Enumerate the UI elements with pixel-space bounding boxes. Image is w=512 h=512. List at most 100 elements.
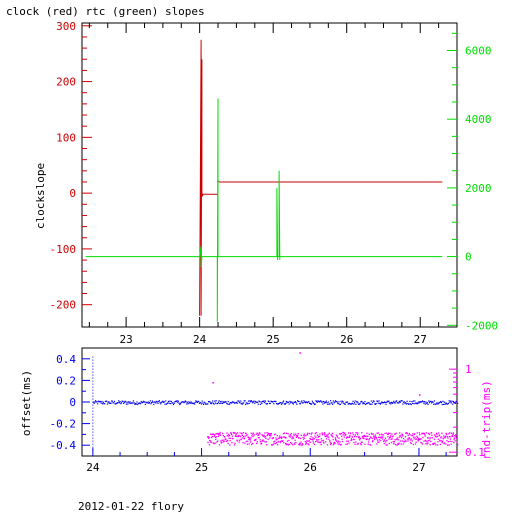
bottom-left-tick-label: 0.2: [56, 374, 76, 387]
rnd-trip-point: [354, 443, 356, 446]
rnd-trip-point: [264, 432, 266, 434]
rnd-trip-point: [413, 436, 415, 438]
offset-point: [275, 401, 277, 403]
rnd-trip-point: [315, 436, 317, 439]
bottom-left-tick-label: -0.2: [50, 418, 77, 431]
rnd-trip-point: [269, 433, 271, 435]
top-x-tick-label: 23: [119, 333, 132, 346]
offset-point: [240, 402, 243, 405]
rnd-trip-point: [303, 433, 305, 435]
offset-point: [126, 401, 128, 403]
offset-point: [259, 403, 262, 405]
rnd-trip-point: [263, 440, 265, 442]
offset-point: [255, 401, 257, 403]
chart-title: clock (red) rtc (green) slopes: [6, 5, 205, 18]
rnd-trip-point: [381, 436, 383, 438]
offset-point: [121, 400, 123, 402]
rnd-trip-point: [359, 437, 361, 439]
offset-point: [169, 400, 171, 402]
offset-point: [116, 402, 118, 404]
offset-point: [372, 400, 374, 402]
rnd-trip-point: [292, 444, 294, 446]
offset-point: [438, 402, 440, 404]
rnd-trip-point: [241, 434, 243, 436]
offset-point: [334, 401, 336, 403]
offset-point: [285, 400, 287, 403]
top-right-axis: 6000 4000 2000 0 -2000: [447, 32, 498, 332]
rnd-trip-point: [242, 432, 245, 434]
offset-point: [250, 401, 252, 403]
rnd-trip-point: [388, 442, 390, 445]
offset-point: [104, 403, 106, 405]
rnd-trip-point: [406, 432, 408, 435]
offset-point: [393, 400, 395, 402]
rnd-trip-point: [236, 439, 238, 441]
rnd-trip-point: [305, 442, 307, 444]
offset-point: [95, 401, 97, 403]
rnd-trip-point: [245, 440, 247, 443]
rnd-trip-point: [259, 433, 261, 435]
offset-point: [331, 402, 333, 404]
offset-point: [217, 401, 219, 403]
rnd-trip-point: [393, 443, 395, 445]
offset-point: [263, 400, 265, 402]
offset-point: [288, 403, 290, 405]
rnd-trip-point: [362, 436, 365, 438]
rnd-trip-point: [449, 438, 452, 440]
rnd-trip-point: [250, 432, 252, 434]
offset-point: [240, 400, 242, 402]
rnd-trip-point: [379, 436, 381, 438]
top-left-tick-label: 200: [56, 76, 76, 89]
rnd-trip-point: [419, 438, 422, 440]
offset-point: [187, 403, 189, 405]
rnd-trip-point: [446, 440, 448, 442]
rnd-trip-point: [355, 441, 357, 443]
rnd-trip-point: [394, 433, 397, 435]
rnd-trip-point: [378, 441, 380, 443]
offset-point: [454, 402, 456, 404]
rnd-trip-point: [366, 438, 369, 440]
offset-point: [195, 400, 197, 402]
offset-point: [226, 402, 228, 405]
offset-point: [221, 400, 223, 402]
offset-point: [346, 401, 348, 403]
rnd-trip-point: [351, 439, 353, 441]
rnd-trip-point: [286, 440, 289, 442]
offset-point: [104, 400, 106, 403]
rnd-trip-point: [355, 432, 358, 434]
offset-point: [392, 402, 394, 404]
offset-point: [136, 401, 138, 403]
offset-point: [252, 401, 254, 403]
rnd-trip-point: [244, 435, 246, 437]
offset-point: [368, 402, 370, 404]
offset-point: [438, 402, 440, 404]
offset-point: [164, 403, 166, 405]
offset-point: [127, 403, 129, 405]
offset-point: [344, 403, 346, 405]
offset-point: [283, 403, 285, 405]
offset-point: [439, 401, 441, 403]
offset-point: [327, 401, 330, 403]
offset-point: [304, 401, 306, 403]
rnd-trip-point: [236, 440, 238, 442]
offset-point: [339, 403, 341, 405]
rnd-trip-point: [373, 435, 375, 437]
rnd-trip-point: [226, 434, 228, 437]
rnd-trip-point: [269, 435, 272, 437]
rnd-trip-point: [239, 435, 241, 437]
offset-point: [145, 401, 147, 403]
rnd-trip-point: [424, 439, 427, 442]
rnd-trip-point: [293, 434, 295, 437]
offset-point: [140, 400, 142, 403]
rnd-trip-point: [220, 440, 222, 442]
offset-point: [252, 402, 254, 404]
series-line-clock: [199, 39, 443, 316]
offset-point: [433, 400, 435, 402]
offset-point: [400, 400, 402, 402]
offset-point: [103, 403, 105, 405]
rnd-trip-point: [392, 435, 394, 437]
rnd-trip-point: [301, 444, 303, 446]
top-left-axis: 300 200 100 0 -100 -200: [50, 20, 92, 312]
rnd-trip-point: [268, 434, 271, 437]
offset-point: [405, 402, 407, 404]
